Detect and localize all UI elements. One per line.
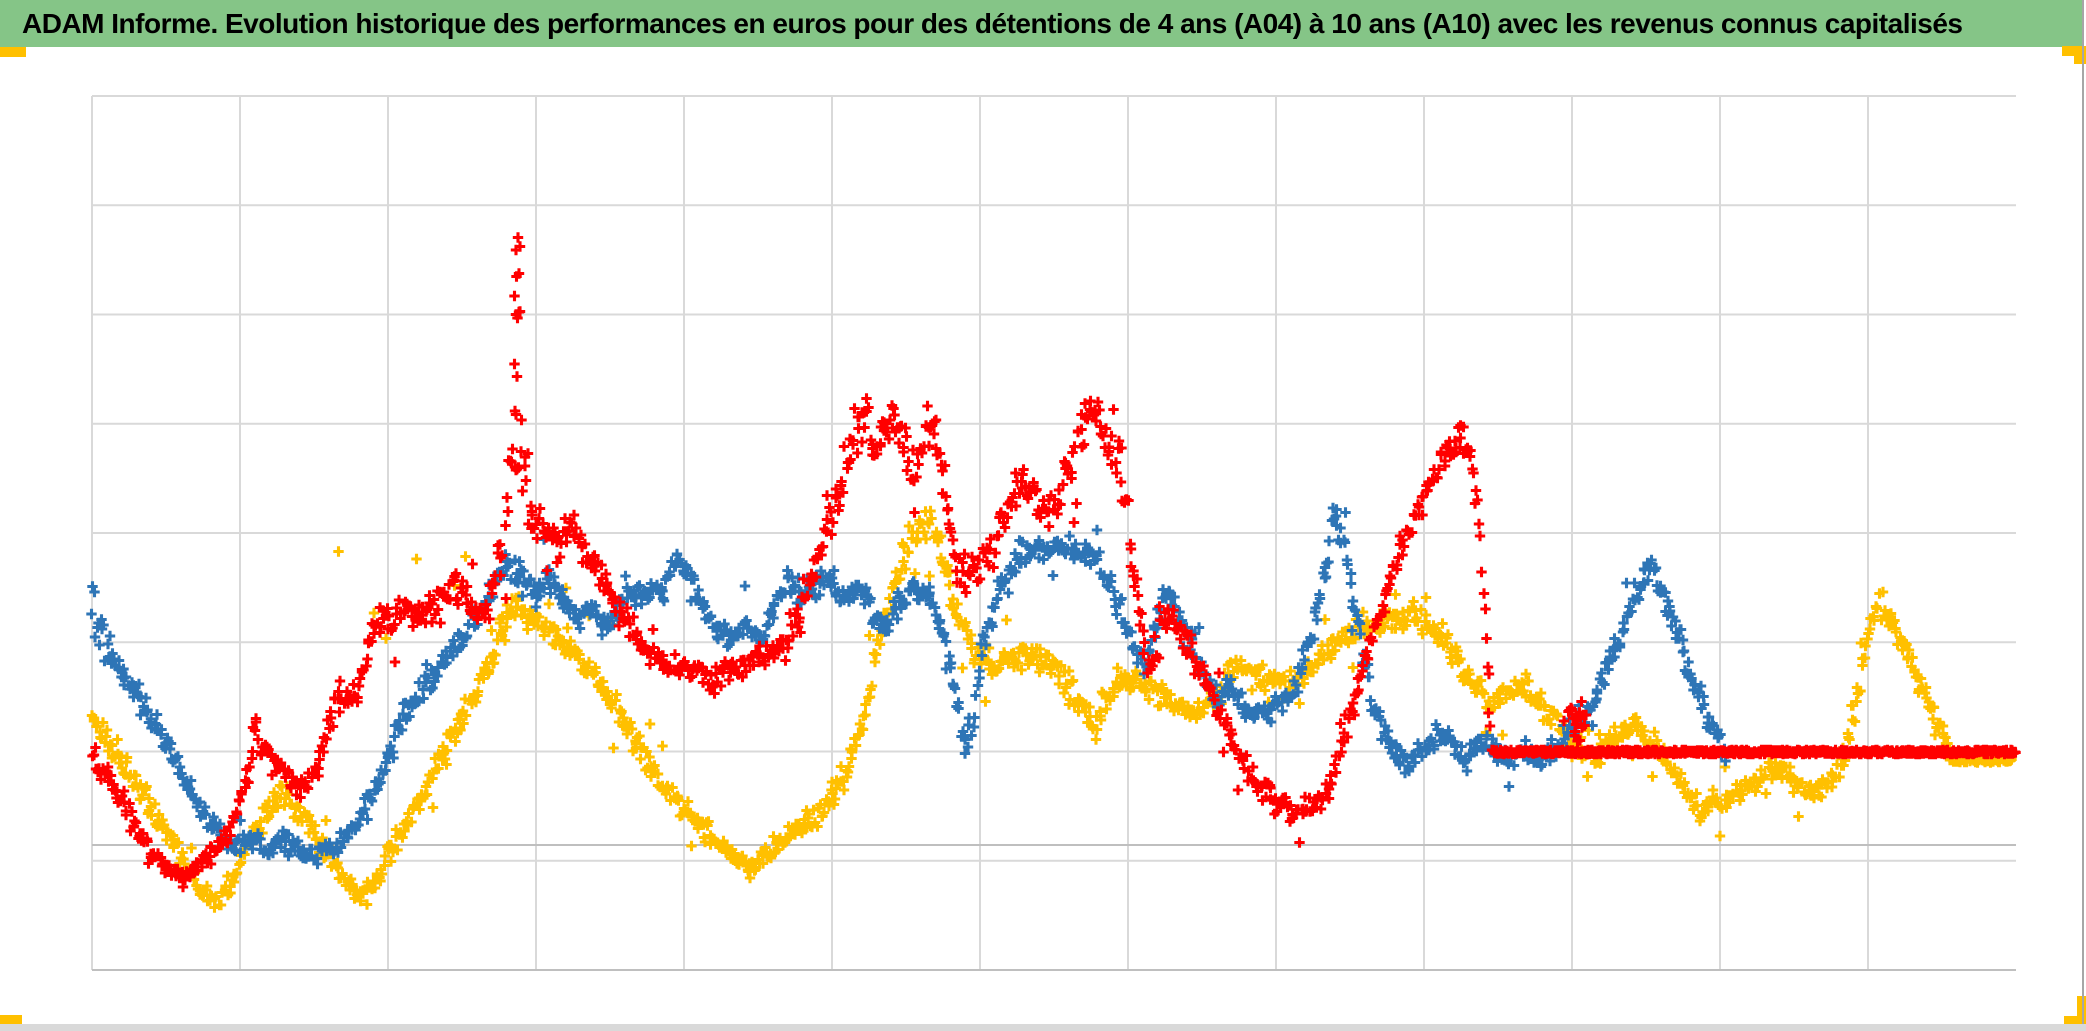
blue-series-markers	[86, 502, 1731, 870]
handle-bottom-right-foot	[2064, 1016, 2086, 1026]
handle-top-left	[0, 47, 26, 57]
title-banner: ADAM Informe. Evolution historique des p…	[0, 0, 2083, 47]
handle-bottom-right-bar	[2077, 996, 2086, 1026]
red-series-markers	[87, 232, 2021, 893]
handle-top-right-tab	[2074, 46, 2086, 64]
gridlines	[91, 95, 2016, 971]
scatter-series-markers	[86, 232, 2021, 913]
window-right-edge	[2082, 0, 2084, 1031]
axis-lines	[92, 844, 2016, 971]
yellow-series-markers	[86, 505, 2017, 913]
bottom-scroll-strip	[0, 1024, 2086, 1031]
